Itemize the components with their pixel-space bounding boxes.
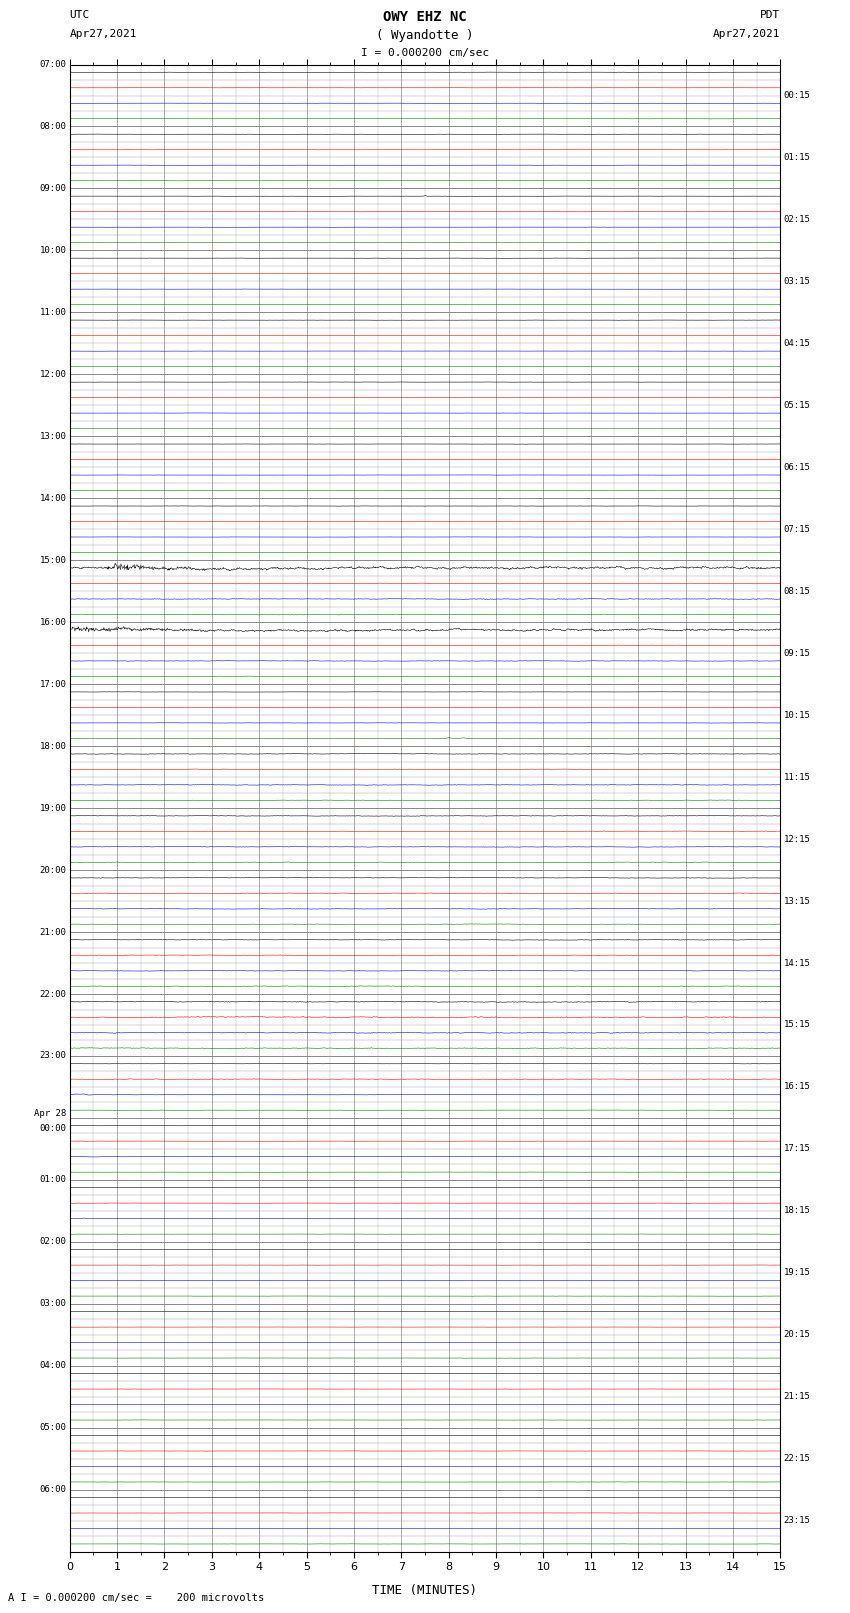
Text: 18:15: 18:15 (784, 1207, 811, 1215)
Text: 11:15: 11:15 (784, 773, 811, 782)
Text: 10:00: 10:00 (39, 245, 66, 255)
Text: 06:00: 06:00 (39, 1486, 66, 1494)
Text: 16:00: 16:00 (39, 618, 66, 627)
Text: 15:15: 15:15 (784, 1021, 811, 1029)
Text: 07:15: 07:15 (784, 524, 811, 534)
Text: 11:00: 11:00 (39, 308, 66, 316)
Text: 14:00: 14:00 (39, 494, 66, 503)
Text: 13:00: 13:00 (39, 432, 66, 440)
Text: 12:15: 12:15 (784, 834, 811, 844)
Text: 04:00: 04:00 (39, 1361, 66, 1371)
Text: 05:15: 05:15 (784, 402, 811, 410)
Text: 14:15: 14:15 (784, 958, 811, 968)
Text: 18:00: 18:00 (39, 742, 66, 750)
Text: 02:00: 02:00 (39, 1237, 66, 1247)
Text: 09:15: 09:15 (784, 648, 811, 658)
Text: 08:15: 08:15 (784, 587, 811, 595)
Text: 04:15: 04:15 (784, 339, 811, 348)
Text: 03:15: 03:15 (784, 277, 811, 286)
Text: 21:15: 21:15 (784, 1392, 811, 1402)
Text: Apr27,2021: Apr27,2021 (70, 29, 137, 39)
Text: UTC: UTC (70, 10, 90, 19)
Text: 20:15: 20:15 (784, 1331, 811, 1339)
Text: I = 0.000200 cm/sec: I = 0.000200 cm/sec (361, 48, 489, 58)
Text: PDT: PDT (760, 10, 780, 19)
Text: 23:00: 23:00 (39, 1052, 66, 1060)
Text: 00:00: 00:00 (39, 1124, 66, 1134)
Text: 20:00: 20:00 (39, 866, 66, 874)
Text: 06:15: 06:15 (784, 463, 811, 471)
Text: 01:00: 01:00 (39, 1176, 66, 1184)
Text: 23:15: 23:15 (784, 1516, 811, 1526)
Text: ( Wyandotte ): ( Wyandotte ) (377, 29, 473, 42)
Text: 10:15: 10:15 (784, 711, 811, 719)
Text: 22:00: 22:00 (39, 989, 66, 998)
Text: 03:00: 03:00 (39, 1300, 66, 1308)
Text: 19:00: 19:00 (39, 803, 66, 813)
Text: 16:15: 16:15 (784, 1082, 811, 1092)
Text: 01:15: 01:15 (784, 153, 811, 161)
Text: A I = 0.000200 cm/sec =    200 microvolts: A I = 0.000200 cm/sec = 200 microvolts (8, 1594, 264, 1603)
Text: OWY EHZ NC: OWY EHZ NC (383, 10, 467, 24)
Text: 21:00: 21:00 (39, 927, 66, 937)
Text: 02:15: 02:15 (784, 215, 811, 224)
Text: 07:00: 07:00 (39, 60, 66, 69)
Text: 22:15: 22:15 (784, 1455, 811, 1463)
Text: 09:00: 09:00 (39, 184, 66, 194)
Text: 00:15: 00:15 (784, 90, 811, 100)
Text: 05:00: 05:00 (39, 1423, 66, 1432)
Text: 17:15: 17:15 (784, 1145, 811, 1153)
Text: 15:00: 15:00 (39, 556, 66, 565)
X-axis label: TIME (MINUTES): TIME (MINUTES) (372, 1584, 478, 1597)
Text: 13:15: 13:15 (784, 897, 811, 905)
Text: Apr27,2021: Apr27,2021 (713, 29, 780, 39)
Text: 19:15: 19:15 (784, 1268, 811, 1277)
Text: Apr 28: Apr 28 (34, 1110, 66, 1118)
Text: 08:00: 08:00 (39, 123, 66, 131)
Text: 17:00: 17:00 (39, 679, 66, 689)
Text: 12:00: 12:00 (39, 369, 66, 379)
